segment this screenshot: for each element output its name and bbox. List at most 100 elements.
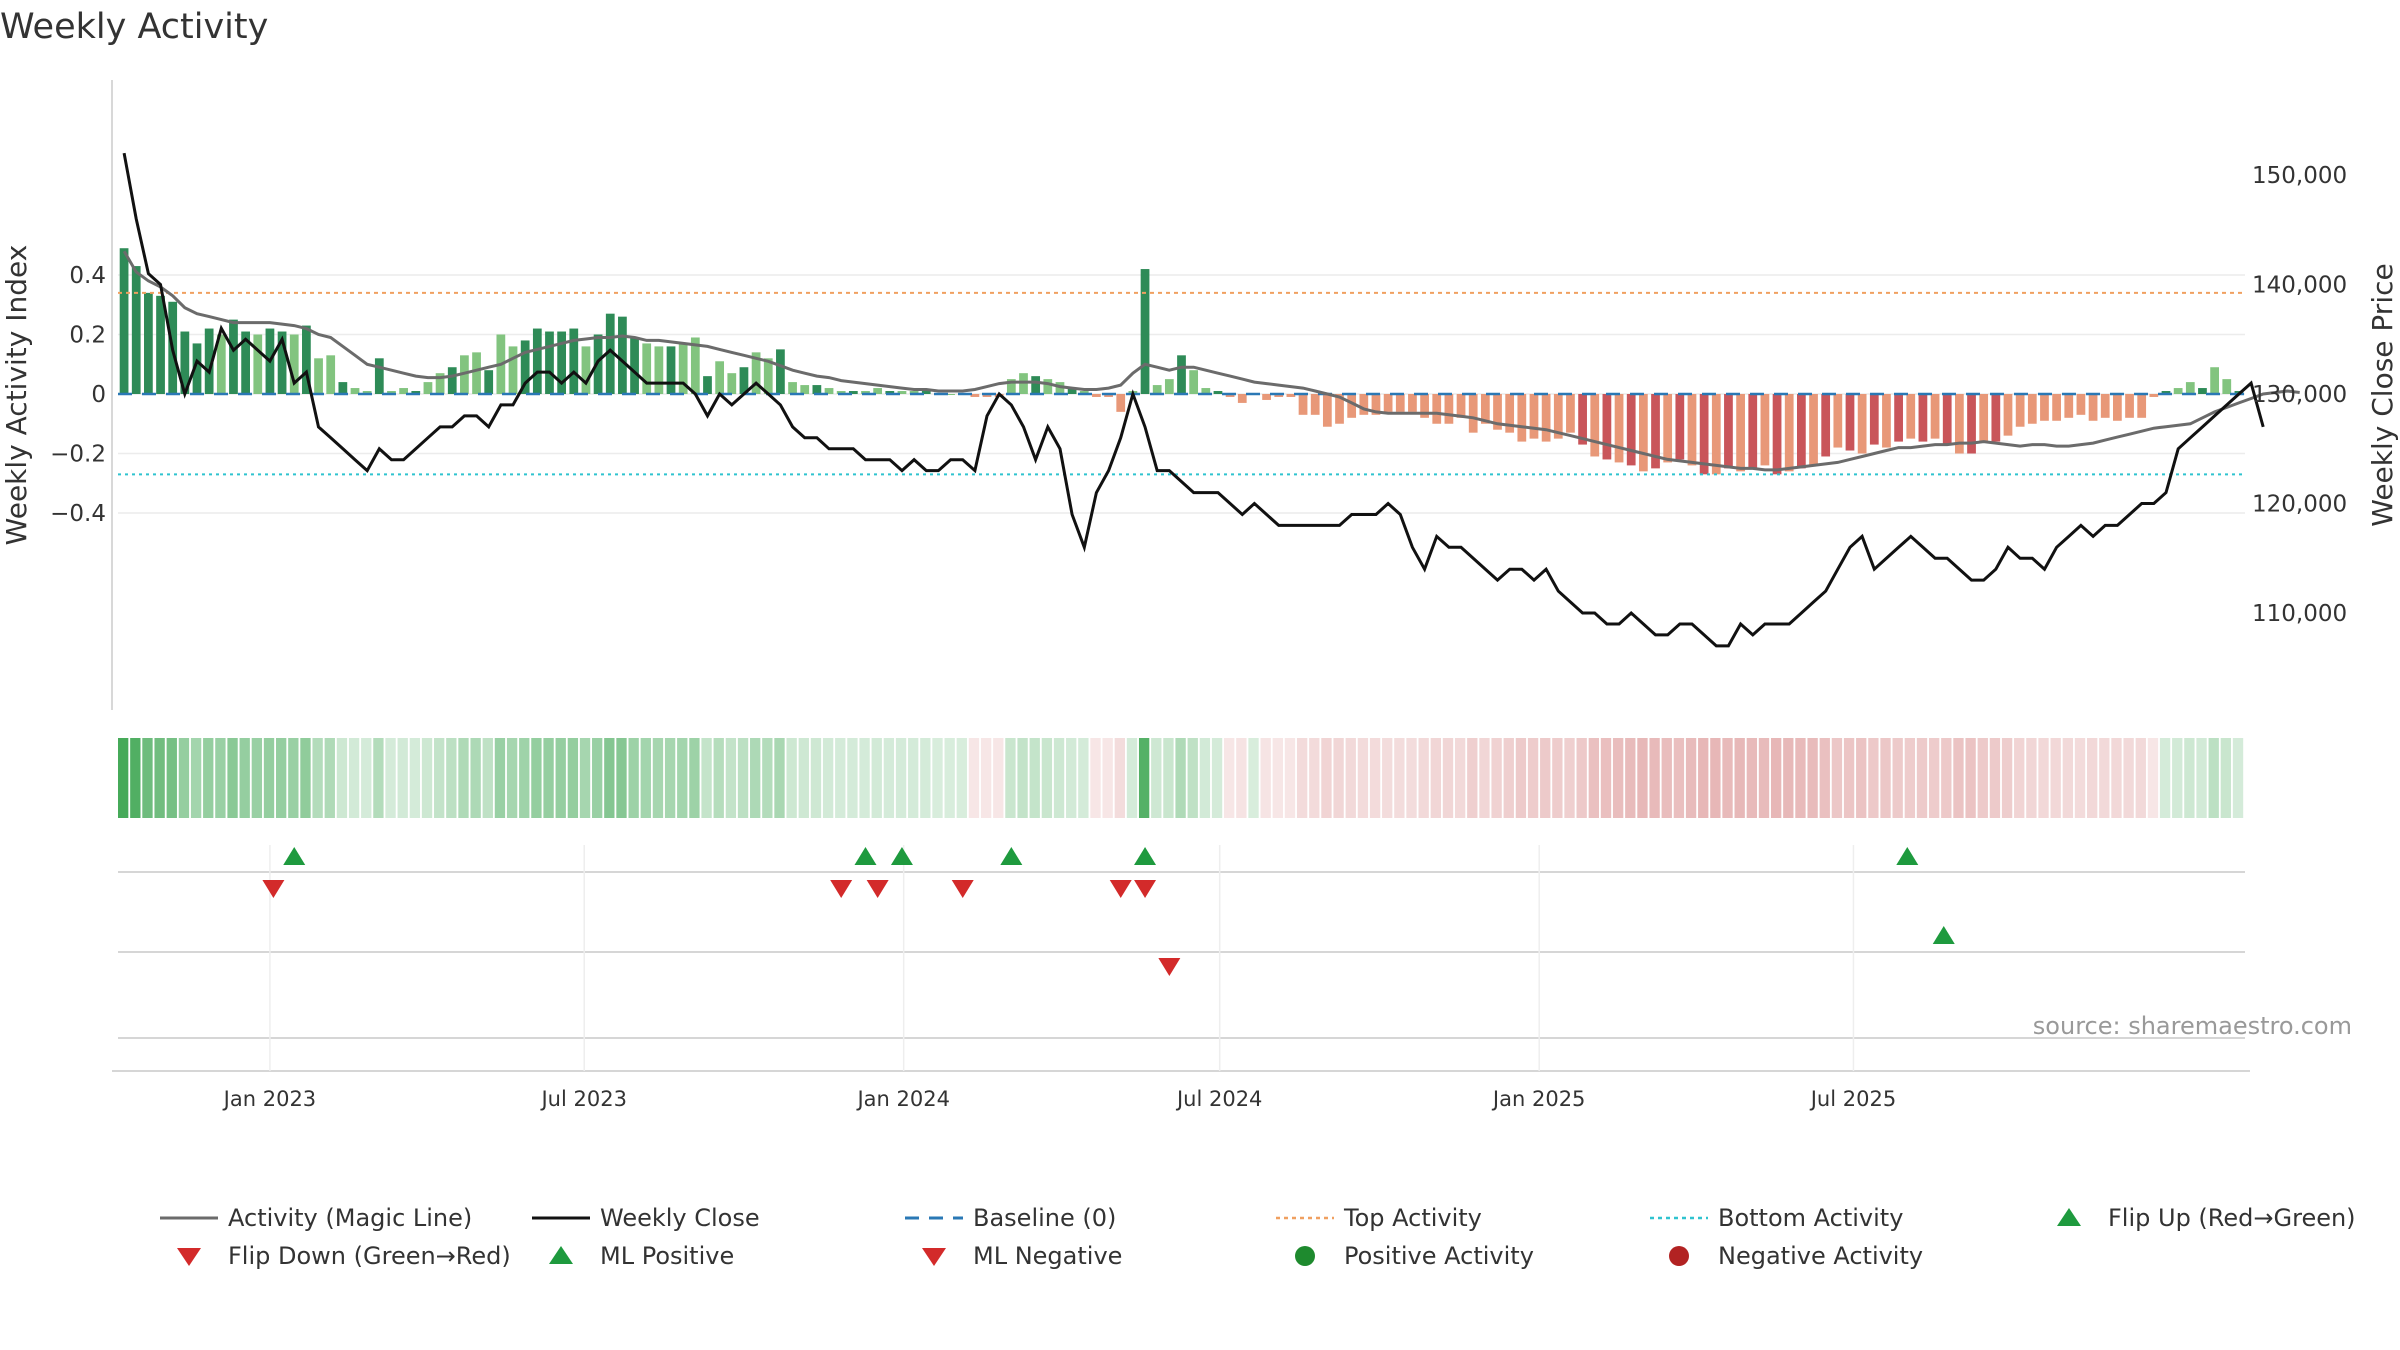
legend-item: Bottom Activity (1650, 1204, 1903, 1232)
activity-bar (618, 316, 627, 394)
legend-label: Baseline (0) (973, 1204, 1116, 1232)
activity-bar (1930, 394, 1940, 439)
activity-bar (1979, 394, 1989, 442)
strip-cell (1710, 738, 1721, 818)
strip-cell (1382, 738, 1393, 818)
ml-negative-marker (1158, 958, 1181, 976)
strip-cell (409, 738, 421, 818)
y-tick-left: 0 (91, 382, 106, 408)
strip-cell (239, 738, 250, 818)
lines (118, 152, 2300, 648)
activity-bar (1140, 269, 1150, 394)
legend-item: Weekly Close (532, 1204, 760, 1232)
activity-bar (1566, 394, 1575, 433)
strip-cell (859, 738, 870, 818)
strip-cell (263, 738, 275, 818)
strip-cell (215, 738, 226, 818)
x-tick-label: Jul 2023 (539, 1087, 626, 1111)
strip-cell (1928, 738, 1940, 818)
activity-bar (1760, 394, 1770, 466)
legend-item: Flip Down (Green→Red) (177, 1242, 511, 1270)
strip-cell (203, 738, 214, 818)
activity-bar (1918, 394, 1928, 442)
activity-bar (2173, 388, 2183, 394)
strip-cell (725, 738, 737, 818)
activity-bar (1590, 394, 1600, 457)
legend-item: ML Negative (922, 1242, 1122, 1270)
activity-bar (812, 385, 822, 394)
strip-cell (1722, 738, 1733, 818)
strip-cell (1625, 738, 1636, 818)
activity-bar (897, 391, 907, 394)
strip-cell (980, 738, 992, 818)
flip-down-marker (951, 880, 974, 898)
activity-bar (131, 266, 141, 394)
activity-bar (1006, 379, 1016, 394)
strip-cell (1698, 738, 1709, 818)
activity-bar (241, 331, 250, 394)
strip-cell (482, 738, 493, 818)
activity-bar (144, 292, 153, 394)
legend: Activity (Magic Line) Weekly Close Baselin… (160, 1204, 2356, 1270)
activity-bar (873, 388, 883, 394)
activity-bar (1857, 394, 1867, 454)
activity-bar (2076, 394, 2086, 415)
strip-cell (1673, 738, 1685, 818)
strip-cell (312, 738, 323, 818)
strip-cell (1685, 738, 1697, 818)
flip-up-marker (283, 847, 306, 865)
strip-cell (1236, 738, 1247, 818)
strip-cell (1333, 738, 1344, 818)
activity-bar (666, 346, 676, 394)
activity-bar (1553, 394, 1563, 439)
activity-bar (1954, 394, 1964, 454)
strip-cell (810, 738, 822, 818)
activity-bar (399, 388, 409, 394)
strip-cell (932, 738, 943, 818)
strip-cell (1005, 738, 1016, 818)
activity-bar (642, 343, 652, 394)
y-axis-right-label: Weekly Close Price (2366, 263, 2399, 526)
x-tick-label: Jul 2025 (1809, 1087, 1896, 1111)
strip-cell (1661, 738, 1672, 818)
chart-title: Weekly Activity (0, 7, 268, 47)
activity-bar (119, 248, 129, 394)
activity-bar (1882, 394, 1891, 448)
activity-bar (982, 394, 992, 397)
activity-bar (1699, 394, 1709, 475)
flip-down-marker (262, 880, 285, 898)
strip-cell (190, 738, 202, 818)
strip-cell (786, 738, 797, 818)
legend-label: ML Positive (600, 1242, 734, 1270)
activity-bar (715, 361, 725, 394)
strip-cell (1758, 738, 1770, 818)
activity-bar (508, 346, 518, 394)
activity-bar (581, 346, 591, 394)
strip-cell (2208, 738, 2219, 818)
activity-bar (180, 331, 190, 394)
strip-cell (2050, 738, 2061, 818)
activity-bar (2210, 367, 2219, 394)
strip-cell (1515, 738, 1527, 818)
activity-bar (1152, 385, 1162, 394)
activity-bar (2198, 388, 2207, 394)
strip-cell (677, 738, 688, 818)
strip-cell (1078, 738, 1089, 818)
legend-swatch (1669, 1246, 1689, 1266)
strip-cell (506, 738, 518, 818)
strip-cell (1199, 738, 1211, 818)
activity-bar (2052, 394, 2061, 421)
activity-bar (1456, 394, 1466, 418)
strip-cell (1965, 738, 1976, 818)
strip-cell (519, 738, 530, 818)
strip-cell (1029, 738, 1040, 818)
strip-cell (543, 738, 554, 818)
strip-cell (324, 738, 335, 818)
activity-bar (678, 343, 688, 394)
strip-cell (1041, 738, 1053, 818)
activity-bar (338, 382, 348, 394)
strip-cell (1175, 738, 1186, 818)
strip-cell (774, 738, 785, 818)
strip-cell (1637, 738, 1648, 818)
strip-cell (1406, 738, 1417, 818)
